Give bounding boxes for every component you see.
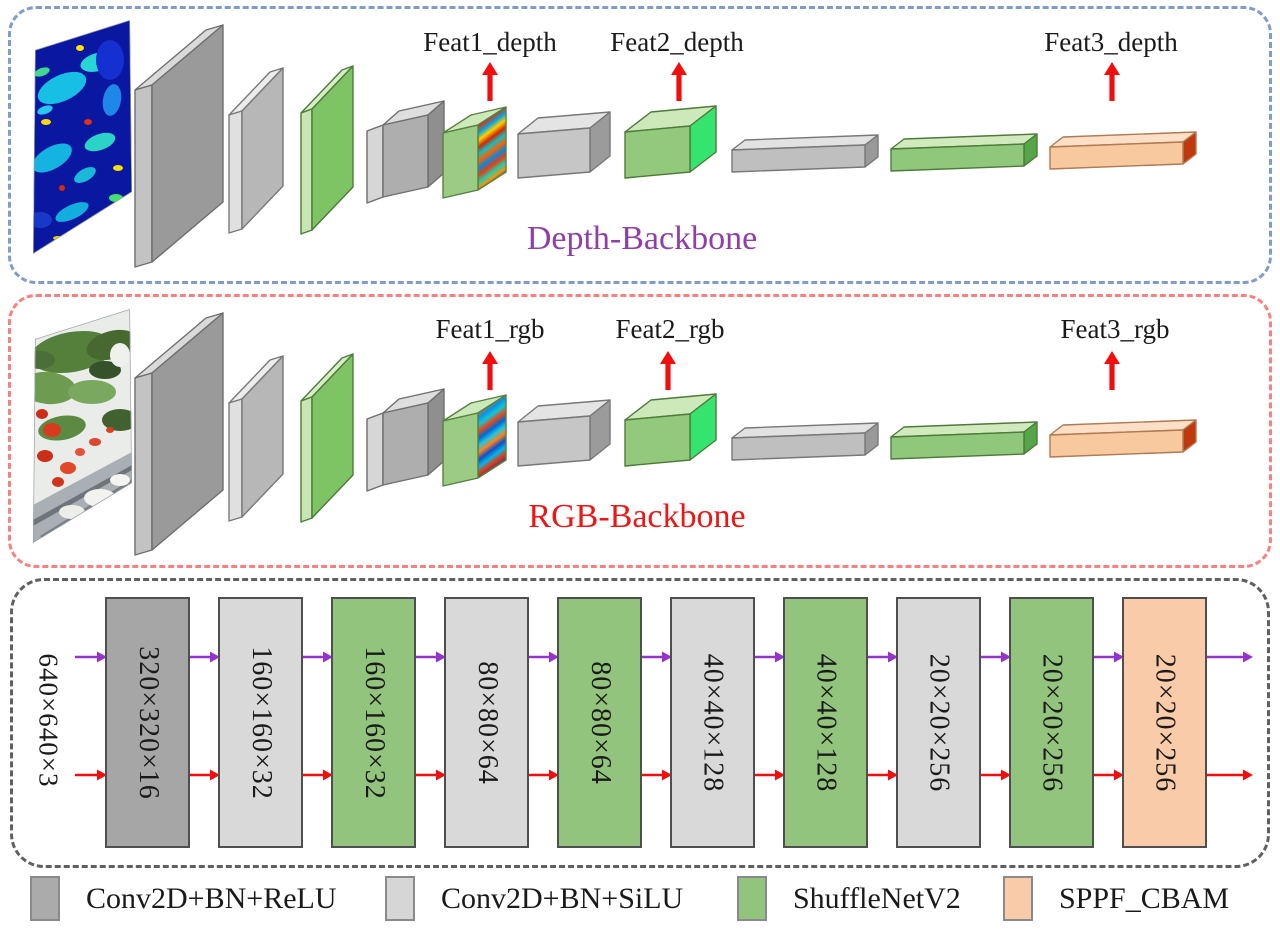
conv-relu-swatch [30,876,60,921]
rgb-backbone-title: RGB-Backbone [528,498,746,535]
depth-backbone-title: Depth-Backbone [526,220,758,257]
flow-input-label: 640×640×3 [33,653,63,787]
flow-block-2: 160×160×32 [218,597,303,848]
flow-block-5: 80×80×64 [557,597,642,848]
flow-block-7: 40×40×128 [783,597,868,848]
flow-block-6: 40×40×128 [670,597,755,848]
feat1-depth-label: Feat1_depth [423,27,557,57]
flow-block-9: 20×20×256 [1009,597,1094,848]
feat3-rgb-label: Feat3_rgb [1060,314,1170,344]
legend-item-sppf-cbam: SPPF_CBAM [1003,876,1229,921]
depth-backbone-panel [8,6,1272,284]
feat2-rgb-label: Feat2_rgb [615,314,725,344]
feat3-depth-label: Feat3_depth [1044,27,1178,57]
flow-block-1: 320×320×16 [105,597,190,848]
sppf-cbam-swatch [1003,876,1033,921]
flow-block-4: 80×80×64 [444,597,529,848]
legend-item-conv-silu: Conv2D+BN+SiLU [385,876,683,921]
flow-block-3: 160×160×32 [331,597,416,848]
shufflenetv2-swatch [737,876,767,921]
legend-item-shufflenetv2: ShuffleNetV2 [737,876,961,921]
feat1-rgb-label: Feat1_rgb [435,314,545,344]
legend-item-conv-relu: Conv2D+BN+ReLU [30,876,337,921]
flow-block-8: 20×20×256 [896,597,981,848]
rgb-backbone-panel [8,294,1272,568]
conv-silu-swatch [385,876,415,921]
flow-panel [10,578,1270,868]
feat2-depth-label: Feat2_depth [610,27,744,57]
flow-block-10: 20×20×256 [1122,597,1207,848]
